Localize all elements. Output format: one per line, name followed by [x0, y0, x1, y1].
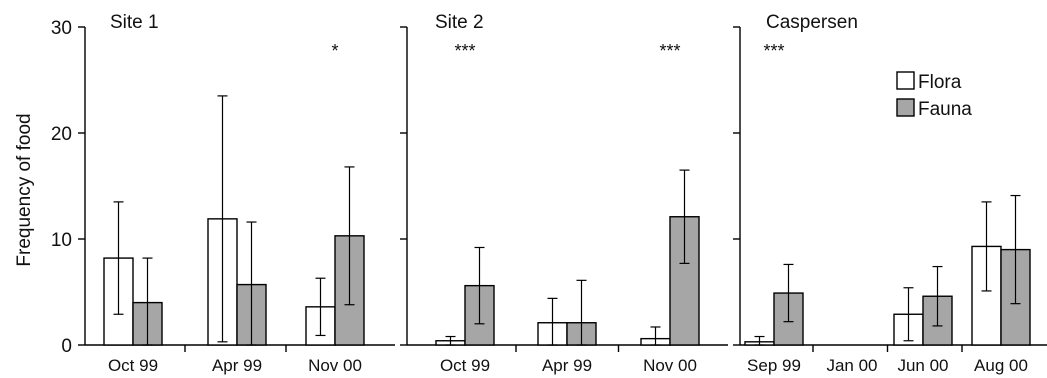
- x-tick-label: Nov 00: [308, 356, 362, 375]
- legend-label-fauna: Fauna: [918, 99, 972, 120]
- legend-swatch-fauna: [896, 98, 915, 117]
- x-tick-label: Nov 00: [643, 356, 697, 375]
- x-tick-label: Oct 99: [108, 356, 158, 375]
- panel-3: Caspersen Sep 99 *** Jan 00 Jun 00 Aug 00 Flor…: [733, 12, 1047, 375]
- x-tick-label: Oct 99: [440, 356, 490, 375]
- significance-marker: ***: [659, 41, 680, 61]
- y-tick-label: 10: [51, 230, 72, 251]
- y-axis-label: Frequency of food: [14, 113, 35, 266]
- chart-panels: 0 10 20 30 Site 1 Oct 99 Apr 99 Nov 00 * Site 2 Oc…: [51, 12, 1047, 375]
- legend-swatch-flora: [896, 71, 915, 90]
- y-tick-label: 0: [61, 336, 72, 357]
- significance-marker: ***: [454, 41, 475, 61]
- y-tick-label: 20: [51, 124, 72, 145]
- significance-marker: ***: [763, 41, 784, 61]
- x-tick-label: Jan 00: [826, 356, 877, 375]
- significance-marker: *: [331, 41, 338, 61]
- y-tick-label: 30: [51, 18, 72, 39]
- x-tick-label: Jun 00: [897, 356, 948, 375]
- panel-title: Caspersen: [766, 12, 858, 33]
- panel-1: 0 10 20 30 Site 1 Oct 99 Apr 99 Nov 00 *: [51, 12, 395, 375]
- panel-title: Site 1: [110, 12, 159, 33]
- legend: Flora Fauna: [896, 71, 972, 120]
- x-tick-label: Apr 99: [212, 356, 262, 375]
- x-tick-label: Aug 00: [974, 356, 1028, 375]
- legend-label-flora: Flora: [918, 72, 962, 93]
- panel-title: Site 2: [435, 12, 484, 33]
- x-tick-label: Sep 99: [747, 356, 801, 375]
- x-tick-label: Apr 99: [542, 356, 592, 375]
- panel-2: Site 2 Oct 99 *** Apr 99 Nov 00 ***: [400, 12, 728, 375]
